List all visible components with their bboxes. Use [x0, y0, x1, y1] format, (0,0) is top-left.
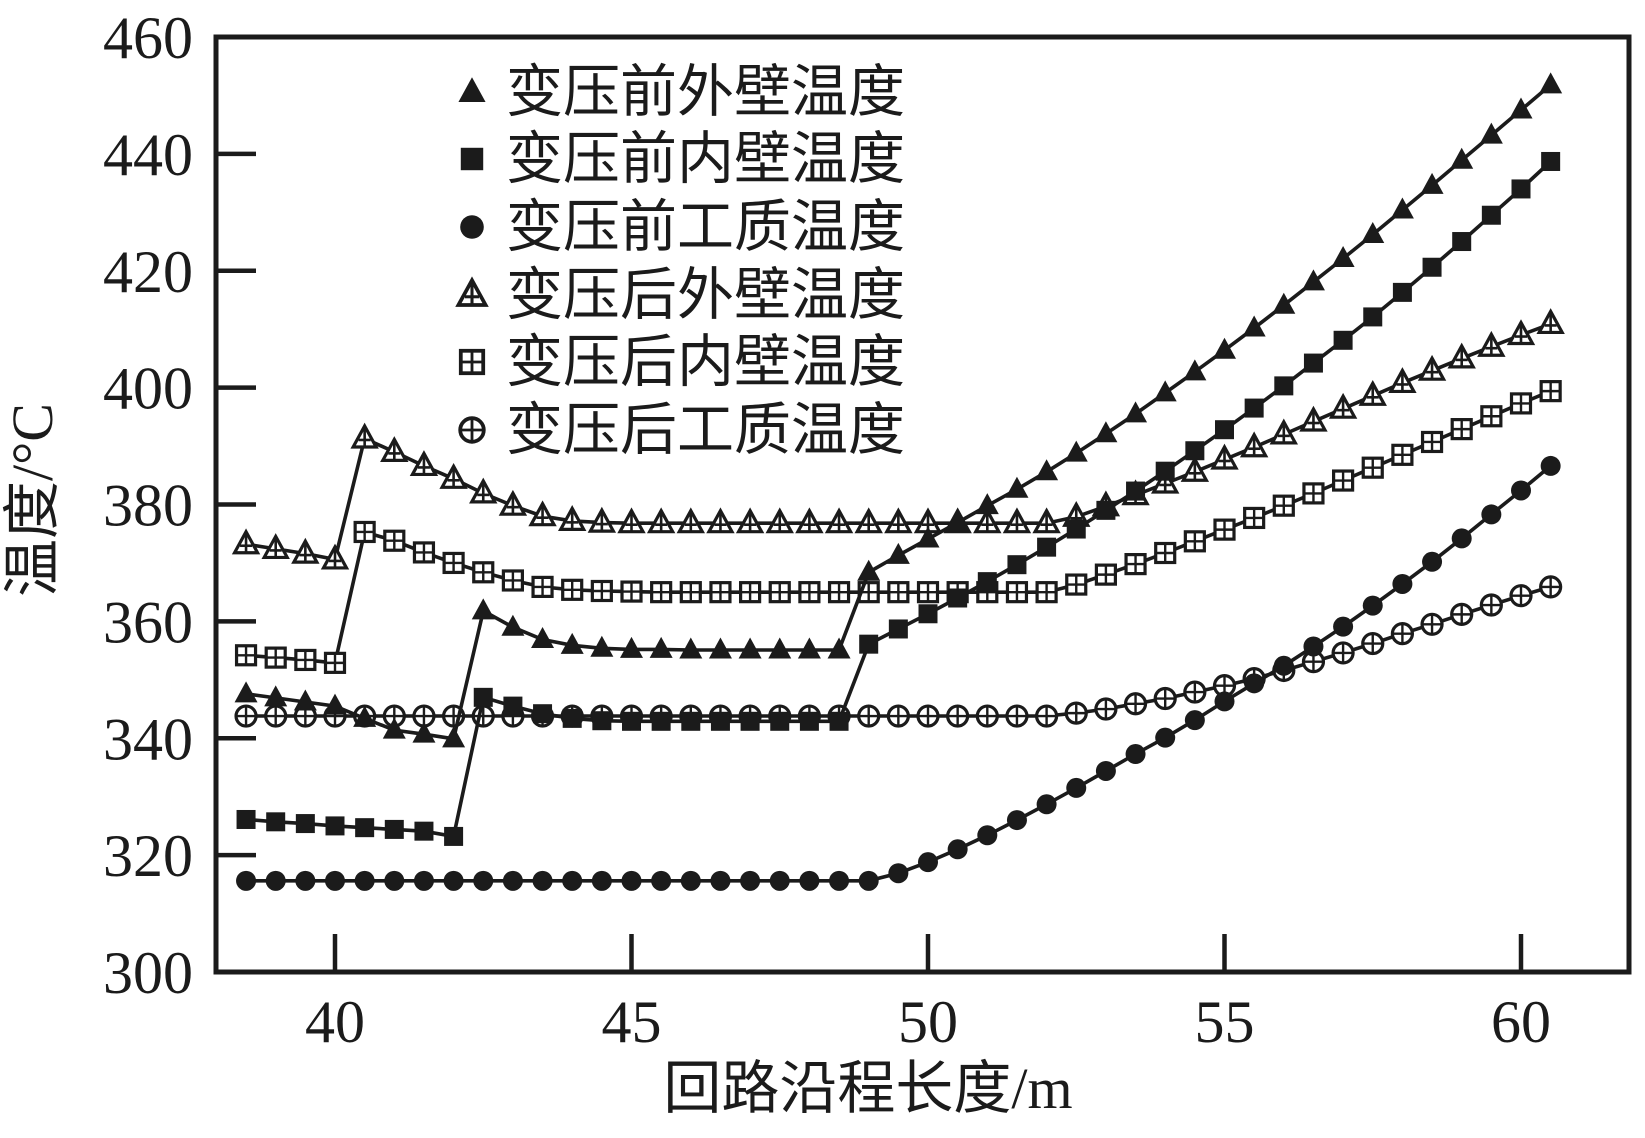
y-tick-label: 420: [103, 239, 193, 305]
legend-label: 变压前内壁温度: [506, 128, 905, 191]
plot-border: [213, 34, 1632, 975]
series-circle-filled: [236, 455, 1561, 891]
legend-label: 变压后内壁温度: [506, 331, 905, 394]
y-tick-label: 460: [103, 5, 193, 71]
y-axis: 300 320 340 360 380 400 420 440 460: [103, 5, 256, 1006]
series-line: [246, 585, 1552, 718]
legend-item: 变压后内壁温度: [458, 331, 905, 394]
y-axis-title: 温度/°C: [0, 403, 65, 597]
y-tick-label: 440: [103, 122, 193, 188]
x-tick-label: 50: [898, 989, 958, 1055]
legend-label: 变压后外壁温度: [506, 264, 905, 327]
legend: 变压前外壁温度变压前内壁温度变压前工质温度变压后外壁温度变压后内壁温度变压后工质…: [455, 61, 905, 462]
legend-label: 变压前外壁温度: [506, 61, 905, 124]
legend-item: 变压前工质温度: [460, 196, 905, 259]
x-tick-label: 40: [305, 989, 365, 1055]
legend-item: 变压后工质温度: [458, 399, 905, 462]
series-triangle-filled: [234, 72, 1563, 748]
legend-label: 变压前工质温度: [506, 196, 905, 259]
series-square-open-cross: [234, 380, 1562, 674]
y-tick-label: 320: [103, 823, 193, 889]
y-tick-label: 380: [103, 473, 193, 539]
y-tick-label: 340: [103, 706, 193, 772]
legend-item: 变压前外壁温度: [458, 61, 905, 124]
x-tick-label: 60: [1491, 989, 1551, 1055]
x-axis-title: 回路沿程长度/m: [663, 1056, 1072, 1121]
y-tick-label: 360: [103, 589, 193, 655]
legend-item: 变压后外壁温度: [455, 264, 905, 327]
series-square-filled: [236, 151, 1561, 846]
x-axis: 40 45 50 55 60: [305, 934, 1551, 1055]
y-tick-label: 300: [103, 940, 193, 1006]
x-tick-label: 55: [1195, 989, 1255, 1055]
y-tick-label: 400: [103, 356, 193, 422]
legend-item: 变压前内壁温度: [460, 128, 905, 191]
legend-label: 变压后工质温度: [506, 399, 905, 462]
x-tick-label: 45: [602, 989, 662, 1055]
